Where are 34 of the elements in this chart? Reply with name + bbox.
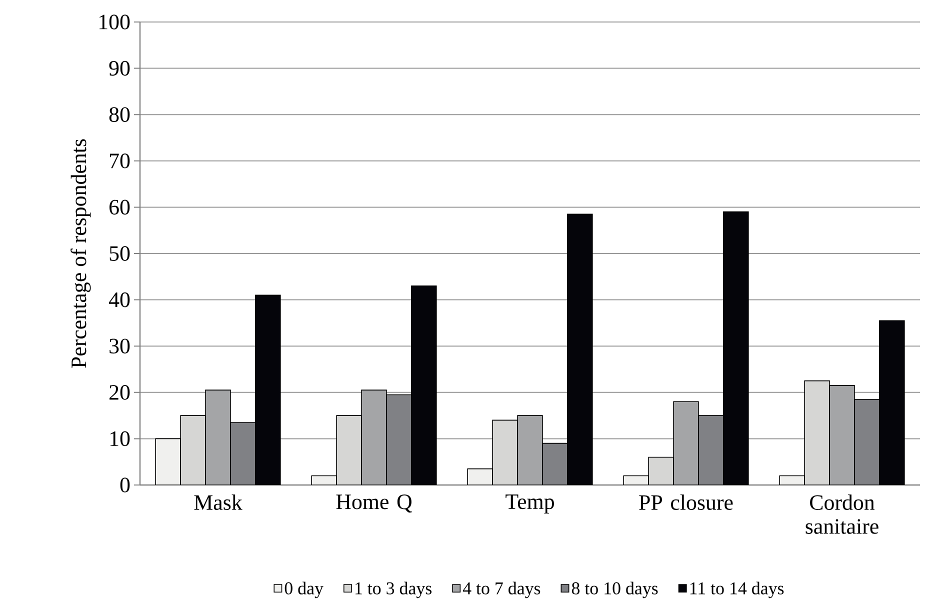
y-tick-label: 30 <box>110 338 130 354</box>
bar <box>517 415 543 485</box>
bar <box>205 390 231 485</box>
legend-label: 4 to 7 days <box>462 582 540 598</box>
x-tick-label: PP closure <box>639 494 733 510</box>
bar <box>361 390 387 485</box>
y-tick-label: 0 <box>120 478 130 492</box>
y-tick-label: 10 <box>110 431 130 446</box>
x-tick-label: Cordon sanitaire <box>806 494 878 534</box>
bar <box>180 415 206 485</box>
legend-label: 0 day <box>284 582 324 598</box>
bar <box>673 401 699 485</box>
x-tick-label: Mask <box>194 494 242 510</box>
y-axis-title: Percentage of respondents <box>70 139 91 368</box>
bar <box>155 438 181 485</box>
bar <box>467 468 493 485</box>
legend-label: 1 to 3 days <box>356 582 432 598</box>
y-tick-label: 20 <box>110 385 130 400</box>
y-tick-label: 60 <box>110 200 130 215</box>
legend-label: 11 to 14 days <box>690 582 784 598</box>
bar <box>829 385 855 485</box>
y-tick-label: 80 <box>109 107 130 122</box>
x-tick-label: Temp <box>506 494 554 514</box>
y-tick-label: 70 <box>110 154 130 168</box>
bar <box>492 420 518 485</box>
y-tick-label: 100 <box>100 14 130 30</box>
bar <box>336 415 362 485</box>
y-tick-label: 90 <box>109 60 130 76</box>
bar <box>804 380 830 485</box>
x-tick-label: Home Q <box>336 494 412 513</box>
y-tick-label: 40 <box>108 292 130 308</box>
bar <box>648 456 674 485</box>
y-tick-label: 50 <box>110 246 130 261</box>
legend-label: 8 to 10 days <box>572 582 658 598</box>
